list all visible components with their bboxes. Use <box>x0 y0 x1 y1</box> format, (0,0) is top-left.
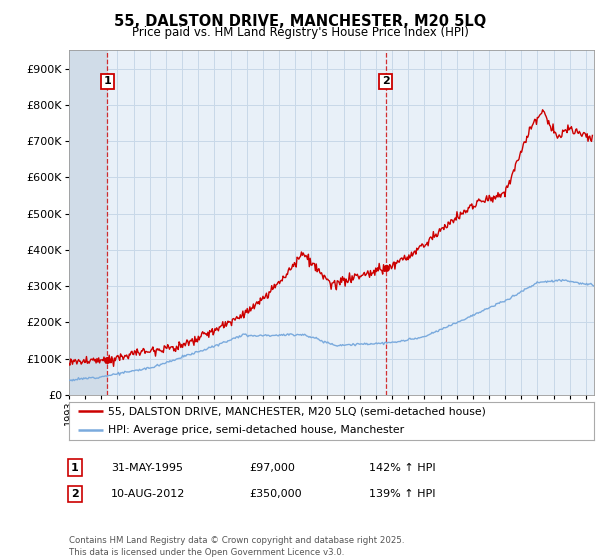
Text: £350,000: £350,000 <box>249 489 302 499</box>
Text: 2: 2 <box>382 76 389 86</box>
Text: 142% ↑ HPI: 142% ↑ HPI <box>369 463 436 473</box>
Text: 55, DALSTON DRIVE, MANCHESTER, M20 5LQ: 55, DALSTON DRIVE, MANCHESTER, M20 5LQ <box>114 14 486 29</box>
Text: 139% ↑ HPI: 139% ↑ HPI <box>369 489 436 499</box>
Text: 1: 1 <box>71 463 79 473</box>
Text: 31-MAY-1995: 31-MAY-1995 <box>111 463 183 473</box>
Text: 2: 2 <box>71 489 79 499</box>
Bar <box>69 50 107 395</box>
Text: 10-AUG-2012: 10-AUG-2012 <box>111 489 185 499</box>
Text: £97,000: £97,000 <box>249 463 295 473</box>
Text: Contains HM Land Registry data © Crown copyright and database right 2025.
This d: Contains HM Land Registry data © Crown c… <box>69 536 404 557</box>
Text: HPI: Average price, semi-detached house, Manchester: HPI: Average price, semi-detached house,… <box>109 425 404 435</box>
Text: 1: 1 <box>104 76 112 86</box>
Text: 55, DALSTON DRIVE, MANCHESTER, M20 5LQ (semi-detached house): 55, DALSTON DRIVE, MANCHESTER, M20 5LQ (… <box>109 406 486 416</box>
Text: Price paid vs. HM Land Registry's House Price Index (HPI): Price paid vs. HM Land Registry's House … <box>131 26 469 39</box>
